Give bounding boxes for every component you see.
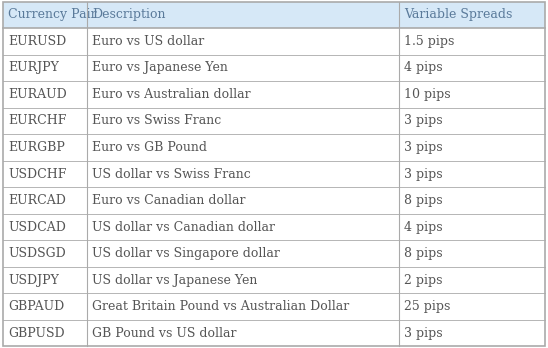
Text: EURAUD: EURAUD [8,88,67,101]
Text: US dollar vs Japanese Yen: US dollar vs Japanese Yen [92,274,258,286]
Bar [3,134,545,161]
Text: US dollar vs Canadian dollar: US dollar vs Canadian dollar [92,221,275,234]
Bar [3,214,545,240]
Text: Euro vs Swiss Franc: Euro vs Swiss Franc [92,114,221,127]
Bar [3,320,545,346]
Bar [3,2,545,28]
Text: 25 pips: 25 pips [404,300,450,313]
Bar [3,108,545,134]
Text: Euro vs Japanese Yen: Euro vs Japanese Yen [92,62,228,74]
Text: EURCHF: EURCHF [8,114,67,127]
Text: US dollar vs Singapore dollar: US dollar vs Singapore dollar [92,247,280,260]
Text: 3 pips: 3 pips [404,114,443,127]
Text: 8 pips: 8 pips [404,194,443,207]
Text: Euro vs US dollar: Euro vs US dollar [92,35,204,48]
Bar [3,187,545,214]
Bar [3,293,545,320]
Text: US dollar vs Swiss Franc: US dollar vs Swiss Franc [92,167,251,181]
Text: EURGBP: EURGBP [8,141,65,154]
Text: 3 pips: 3 pips [404,141,443,154]
Bar [3,81,545,108]
Text: 1.5 pips: 1.5 pips [404,35,455,48]
Text: EURCAD: EURCAD [8,194,66,207]
Text: EURJPY: EURJPY [8,62,59,74]
Text: GBPAUD: GBPAUD [8,300,65,313]
Text: 4 pips: 4 pips [404,62,443,74]
Text: GBPUSD: GBPUSD [8,326,65,340]
Text: 10 pips: 10 pips [404,88,451,101]
Text: 3 pips: 3 pips [404,167,443,181]
Text: Euro vs Canadian dollar: Euro vs Canadian dollar [92,194,246,207]
Text: EURUSD: EURUSD [8,35,66,48]
Bar [3,55,545,81]
Text: 8 pips: 8 pips [404,247,443,260]
Text: Variable Spreads: Variable Spreads [404,8,512,22]
Text: 2 pips: 2 pips [404,274,443,286]
Text: Description: Description [92,8,166,22]
Bar [3,240,545,267]
Text: 4 pips: 4 pips [404,221,443,234]
Text: Euro vs Australian dollar: Euro vs Australian dollar [92,88,251,101]
Bar [3,267,545,293]
Text: 3 pips: 3 pips [404,326,443,340]
Bar [3,161,545,187]
Text: USDSGD: USDSGD [8,247,66,260]
Text: Euro vs GB Pound: Euro vs GB Pound [92,141,207,154]
Text: Currency Pair: Currency Pair [8,8,97,22]
Bar [3,28,545,55]
Text: USDCAD: USDCAD [8,221,66,234]
Text: USDCHF: USDCHF [8,167,67,181]
Text: USDJPY: USDJPY [8,274,59,286]
Text: Great Britain Pound vs Australian Dollar: Great Britain Pound vs Australian Dollar [92,300,350,313]
Text: GB Pound vs US dollar: GB Pound vs US dollar [92,326,237,340]
